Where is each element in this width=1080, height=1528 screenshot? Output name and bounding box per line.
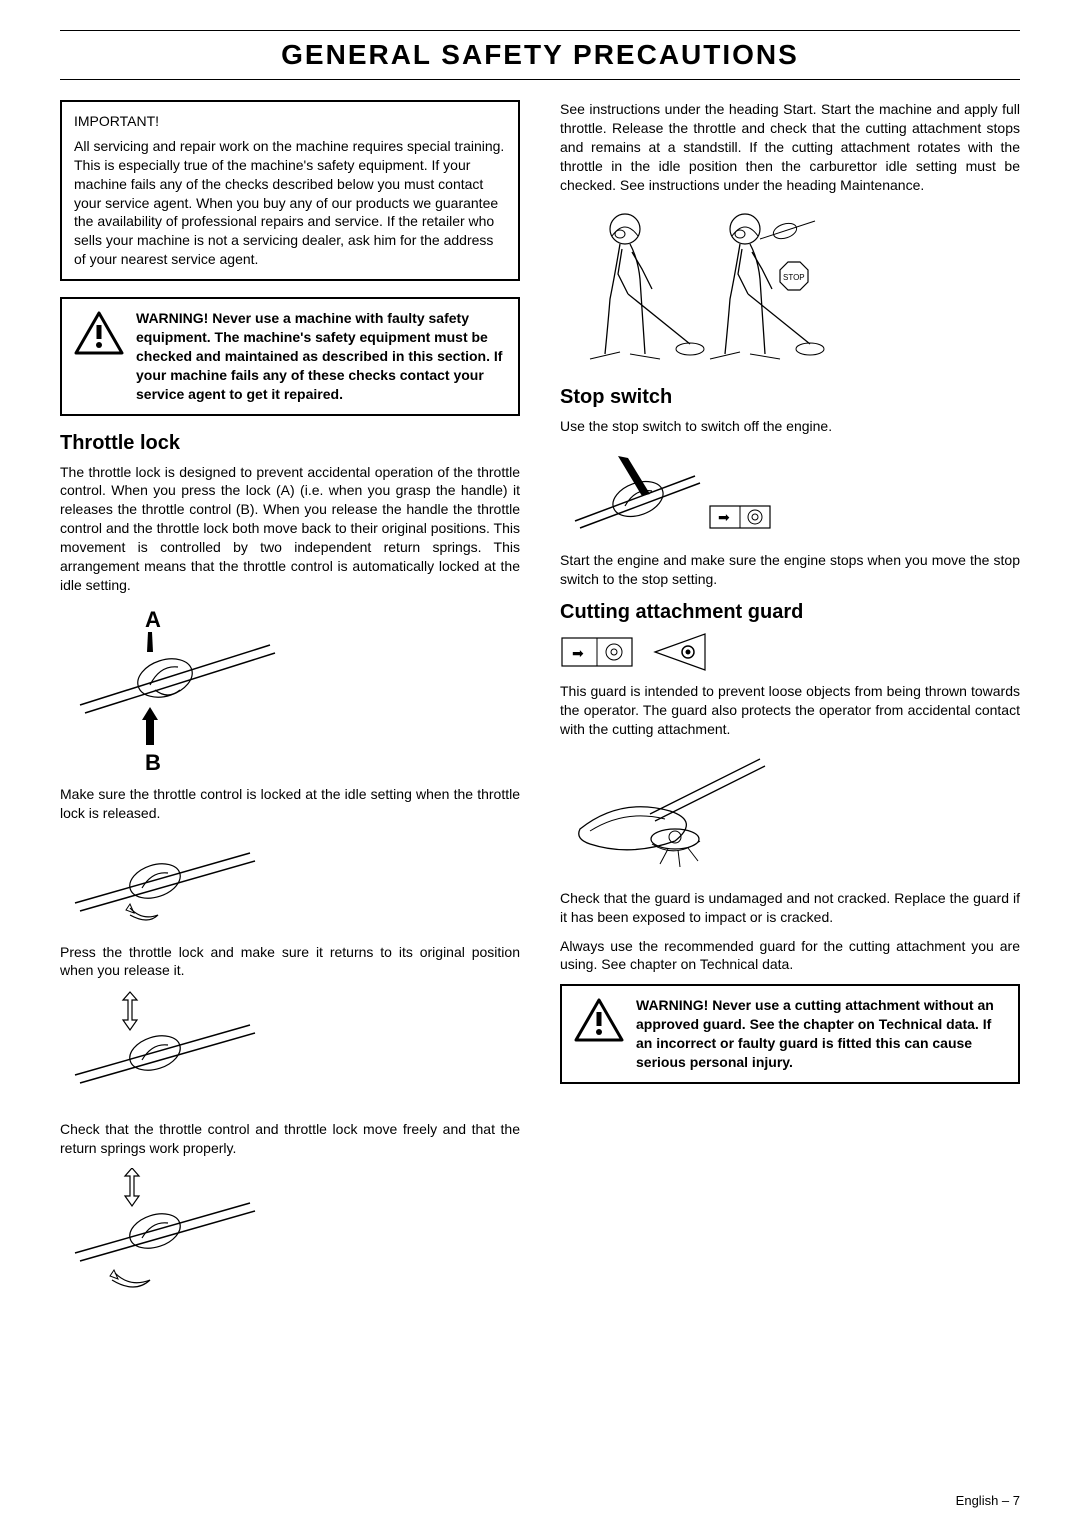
throttle-p2: Make sure the throttle control is locked…	[60, 785, 520, 823]
guard-illustration	[560, 749, 780, 879]
stop-p1: Use the stop switch to switch off the en…	[560, 417, 1020, 436]
guard-p1: This guard is intended to prevent loose …	[560, 682, 1020, 739]
important-body: All servicing and repair work on the mac…	[74, 137, 506, 269]
warning-box-2: WARNING! Never use a cutting attachment …	[560, 984, 1020, 1084]
stop-switch-heading: Stop switch	[560, 386, 1020, 409]
page-footer: English – 7	[956, 1493, 1020, 1508]
warning-triangle-icon	[74, 311, 124, 356]
cutting-guard-heading: Cutting attachment guard	[560, 601, 1020, 624]
important-title: IMPORTANT!	[74, 112, 506, 131]
throttle-lock-heading: Throttle lock	[60, 432, 520, 455]
right-column: See instructions under the heading Start…	[560, 100, 1020, 1308]
guard-p2: Check that the guard is undamaged and no…	[560, 889, 1020, 927]
stop-p2: Start the engine and make sure the engin…	[560, 551, 1020, 589]
warning-triangle-icon	[574, 998, 624, 1043]
svg-text:➡: ➡	[572, 645, 584, 661]
operator-illustration: STOP	[560, 204, 840, 374]
warning-box-1: WARNING! Never use a machine with faulty…	[60, 297, 520, 415]
svg-text:STOP: STOP	[783, 273, 805, 282]
guard-p3: Always use the recommended guard for the…	[560, 937, 1020, 975]
important-box: IMPORTANT! All servicing and repair work…	[60, 100, 520, 281]
throttle-p4: Check that the throttle control and thro…	[60, 1120, 520, 1158]
guard-symbol-illustration: ➡	[560, 632, 730, 672]
throttle-illustration-3	[60, 990, 260, 1110]
label-a: A	[145, 607, 161, 632]
stop-switch-illustration: ➡	[560, 446, 790, 541]
content-columns: IMPORTANT! All servicing and repair work…	[60, 100, 1020, 1308]
throttle-illustration-4	[60, 1168, 260, 1298]
throttle-illustration-2	[60, 833, 260, 933]
warning-2-text: WARNING! Never use a cutting attachment …	[636, 996, 1006, 1072]
left-column: IMPORTANT! All servicing and repair work…	[60, 100, 520, 1308]
warning-1-text: WARNING! Never use a machine with faulty…	[136, 309, 506, 403]
throttle-p3: Press the throttle lock and make sure it…	[60, 943, 520, 981]
right-p0: See instructions under the heading Start…	[560, 100, 1020, 194]
label-b: B	[145, 750, 161, 775]
page-title: GENERAL SAFETY PRECAUTIONS	[60, 30, 1020, 80]
throttle-ab-illustration: A B	[60, 605, 280, 775]
throttle-p1: The throttle lock is designed to prevent…	[60, 463, 520, 595]
svg-text:➡: ➡	[718, 509, 730, 525]
